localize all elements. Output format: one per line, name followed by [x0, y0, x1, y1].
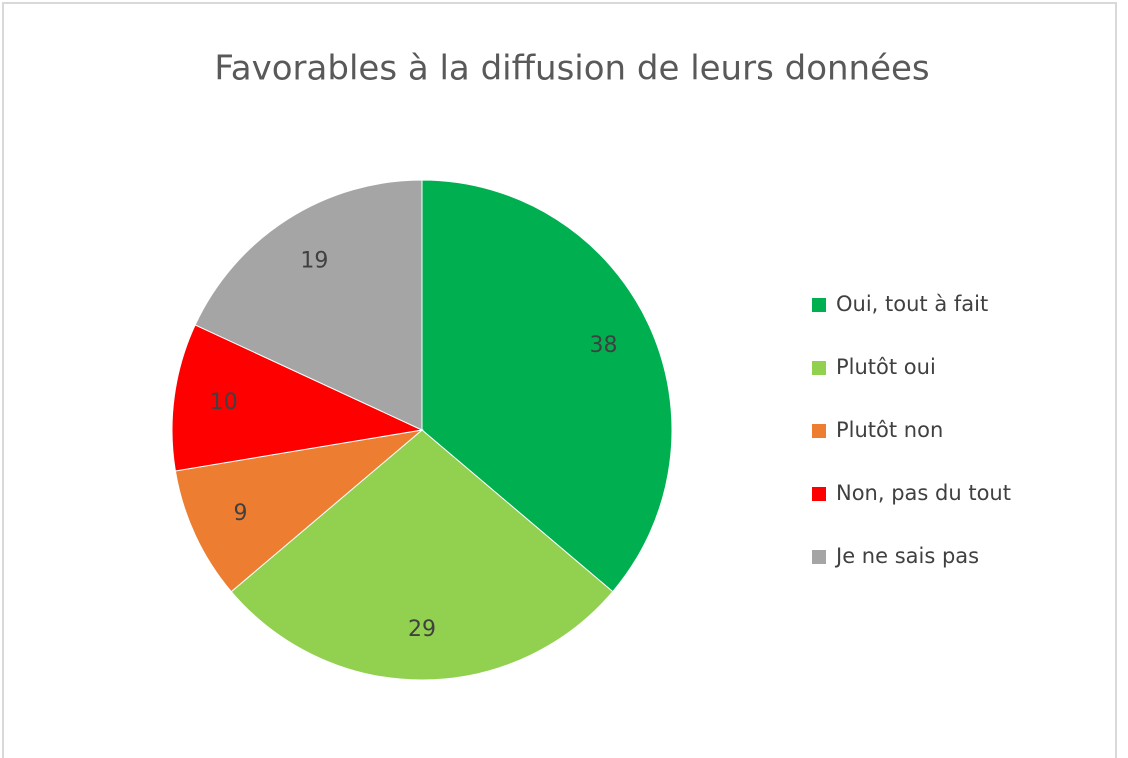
legend-swatch	[812, 424, 826, 438]
legend-swatch	[812, 550, 826, 564]
pie-slice	[174, 429, 424, 593]
data-label: 29	[408, 617, 436, 642]
pie-slice	[194, 179, 423, 431]
legend-swatch	[812, 298, 826, 312]
legend-label: Je ne sais pas	[834, 544, 979, 568]
legend-label: Non, pas du tout	[836, 481, 1011, 505]
data-label: 9	[234, 501, 248, 526]
data-label: 19	[300, 248, 328, 273]
legend-swatch	[812, 487, 826, 501]
legend-label: Plutôt non	[836, 418, 943, 442]
data-label: 38	[589, 333, 617, 358]
legend-label: Oui, tout à fait	[836, 292, 988, 316]
legend-label: Plutôt oui	[836, 355, 936, 379]
pie-slice	[230, 429, 614, 681]
pie-slice	[421, 179, 673, 593]
legend-swatch	[812, 361, 826, 375]
chart-title: Favorables à la diffusion de leurs donné…	[214, 49, 929, 89]
pie-slice	[171, 324, 424, 472]
data-label: 10	[210, 390, 238, 415]
